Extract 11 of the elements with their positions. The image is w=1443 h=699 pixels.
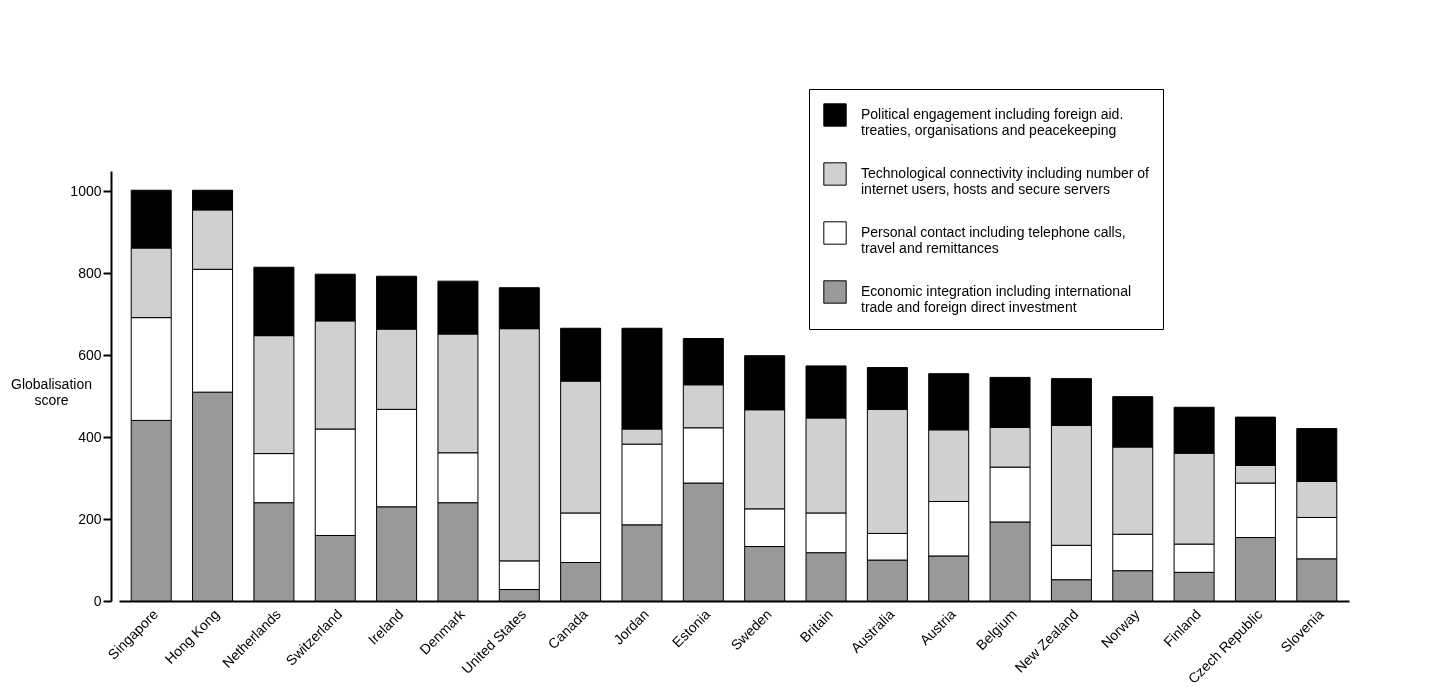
y-tick-label: 400: [78, 428, 102, 445]
y-tick-label: 600: [78, 346, 102, 363]
legend-label: Personal contact including telephone calls, travel and remittances: [861, 224, 1126, 256]
legend-label: Economic integration including international trade and foreign direct investment: [861, 283, 1132, 315]
y-tick-label: 0: [93, 592, 102, 609]
y-tick-label: 1000: [70, 182, 102, 199]
y-axis-title: Globalisation score: [11, 375, 92, 408]
legend-label: Technological connectivity including number of internet users, hosts and secure servers: [861, 165, 1150, 197]
y-tick-label: 200: [78, 510, 102, 527]
y-tick-label: 800: [78, 264, 102, 281]
legend-label: Political engagement including foreign aid. treaties, organisations and peacekeeping: [861, 106, 1124, 138]
